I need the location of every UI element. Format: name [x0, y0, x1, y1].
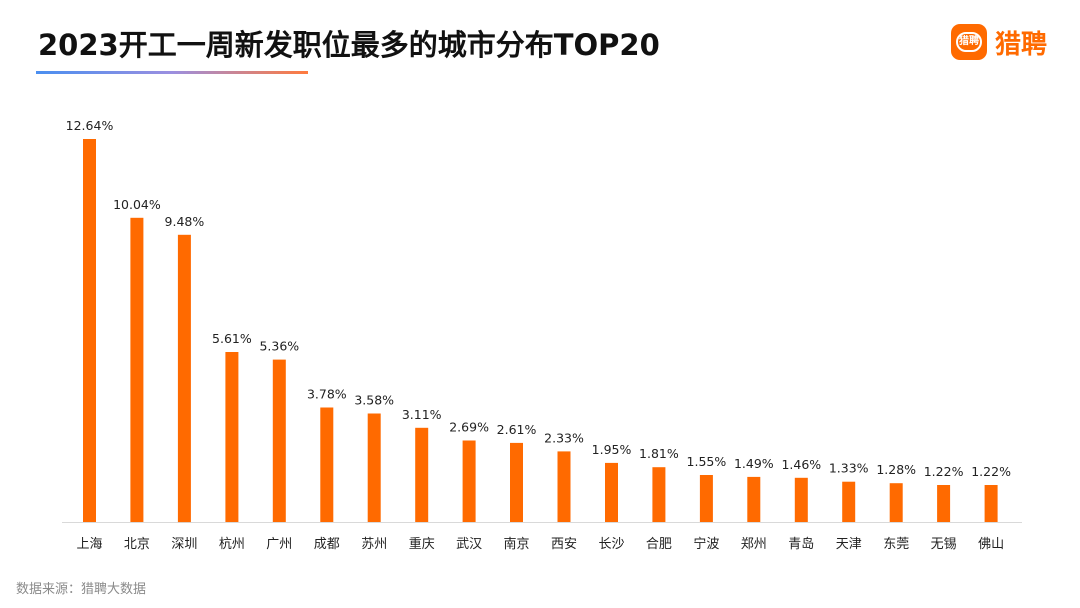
- bar: [130, 217, 144, 523]
- bar: [605, 462, 618, 522]
- category-label: 苏州: [361, 536, 387, 552]
- data-label: 1.28%: [876, 462, 916, 477]
- category-label: 郑州: [741, 537, 767, 552]
- data-label: 3.78%: [307, 387, 347, 402]
- data-label: 1.33%: [829, 461, 869, 476]
- bar: [794, 477, 808, 522]
- bar: [937, 485, 951, 522]
- bar: [462, 440, 476, 522]
- bar: [177, 234, 191, 523]
- category-label: 武汉: [456, 537, 482, 552]
- category-label: 天津: [836, 537, 862, 552]
- bar: [83, 139, 96, 522]
- category-label: 东莞: [883, 537, 909, 552]
- data-label: 1.22%: [971, 464, 1011, 479]
- title-underline: [36, 71, 308, 74]
- brand-logo: 猎聘 猎聘: [951, 24, 1047, 60]
- data-label: 1.81%: [639, 446, 679, 461]
- category-label: 北京: [124, 537, 150, 552]
- logo-mark-icon: 猎聘: [951, 24, 987, 60]
- bar: [510, 442, 523, 522]
- data-label: 10.04%: [113, 197, 161, 212]
- bar: [699, 475, 713, 522]
- data-label: 5.61%: [212, 331, 252, 346]
- data-label: 1.55%: [687, 454, 727, 469]
- logo-mark-text: 猎聘: [956, 32, 982, 52]
- data-label: 3.11%: [402, 407, 442, 422]
- data-label: 9.48%: [165, 214, 205, 229]
- bar: [367, 413, 381, 522]
- data-label: 1.46%: [781, 457, 821, 472]
- bar: [320, 407, 334, 522]
- data-label: 5.36%: [259, 339, 299, 354]
- data-label: 2.33%: [544, 430, 584, 445]
- bar: [415, 427, 429, 522]
- logo-text: 猎聘: [995, 29, 1048, 60]
- category-label: 南京: [503, 536, 529, 552]
- bar: [225, 352, 239, 522]
- category-label: 宁波: [693, 536, 719, 552]
- data-label: 2.69%: [449, 420, 489, 435]
- category-label: 重庆: [409, 536, 435, 552]
- bar: [889, 483, 903, 522]
- bar: [557, 451, 571, 522]
- bar: [984, 485, 998, 522]
- data-label: 2.61%: [497, 422, 537, 437]
- bar: [842, 481, 856, 522]
- category-label: 广州: [266, 537, 292, 552]
- category-label: 无锡: [931, 537, 957, 552]
- bar: [652, 467, 666, 522]
- category-label: 合肥: [646, 537, 672, 552]
- data-label: 1.22%: [924, 464, 964, 479]
- category-label: 长沙: [598, 537, 624, 552]
- category-label: 西安: [551, 537, 577, 552]
- category-label: 深圳: [171, 537, 197, 552]
- category-label: 杭州: [219, 537, 245, 552]
- data-label: 3.58%: [354, 393, 394, 408]
- chart-title: 2023开工一周新发职位最多的城市分布TOP20: [38, 28, 660, 62]
- bar: [272, 359, 286, 522]
- category-label: 成都: [314, 537, 340, 552]
- data-label: 12.64%: [66, 118, 114, 133]
- category-label: 上海: [76, 537, 102, 552]
- data-label: 1.49%: [734, 456, 774, 471]
- data-source-note: 数据来源：猎聘大数据: [16, 582, 147, 597]
- bar: [747, 476, 761, 522]
- category-label: 佛山: [978, 537, 1004, 552]
- category-label: 青岛: [788, 536, 814, 552]
- data-label: 1.95%: [592, 442, 632, 457]
